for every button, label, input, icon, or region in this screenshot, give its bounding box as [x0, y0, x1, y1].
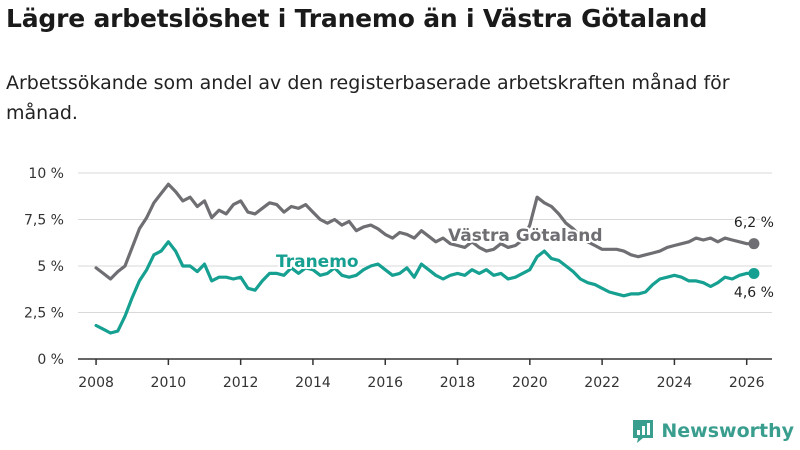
- x-tick-label: 2014: [295, 375, 331, 391]
- series-end-point: [748, 267, 760, 279]
- x-axis: 2008 2010 2012 2014 2016 2018 2020 2022 2024 2026: [78, 358, 772, 391]
- y-axis: 0 % 2,5 % 5 % 7,5 % 10 %: [24, 166, 64, 368]
- brand-name: Newsworthy: [661, 420, 794, 442]
- y-tick-label: 7,5 %: [24, 213, 64, 229]
- grid: [78, 172, 772, 313]
- x-tick-label: 2018: [440, 375, 476, 391]
- x-tick-label: 2020: [512, 375, 548, 391]
- y-tick-label: 0 %: [37, 352, 64, 368]
- x-tick-label: 2010: [151, 375, 187, 391]
- brand-logo: Newsworthy: [631, 418, 794, 444]
- series-label-vastra-gotaland: Västra Götaland: [448, 226, 603, 246]
- y-tick-label: 5 %: [37, 259, 64, 275]
- series-lines: [94, 182, 760, 335]
- end-value-label: 4,6 %: [734, 285, 774, 301]
- x-tick-label: 2024: [657, 375, 693, 391]
- series-label-tranemo: Tranemo: [276, 252, 359, 272]
- series-line-västra-götaland: [94, 182, 756, 281]
- y-tick-label: 10 %: [28, 166, 64, 182]
- series-labels: Västra Götaland Tranemo 6,2 % 4,6 %: [274, 214, 775, 303]
- chart-title: Lägre arbetslöshet i Tranemo än i Västra…: [6, 4, 708, 33]
- y-tick-label: 2,5 %: [24, 306, 64, 322]
- end-value-label: 6,2 %: [734, 215, 774, 231]
- x-tick-label: 2026: [729, 375, 765, 391]
- chart-subtitle: Arbetssökande som andel av den registerb…: [6, 72, 730, 124]
- x-tick-label: 2012: [223, 375, 259, 391]
- x-tick-label: 2016: [367, 375, 403, 391]
- x-tick-label: 2008: [78, 375, 114, 391]
- x-tick-label: 2022: [584, 375, 620, 391]
- newsworthy-icon: [633, 420, 654, 443]
- series-end-point: [748, 238, 760, 250]
- series-line-tranemo: [94, 240, 756, 335]
